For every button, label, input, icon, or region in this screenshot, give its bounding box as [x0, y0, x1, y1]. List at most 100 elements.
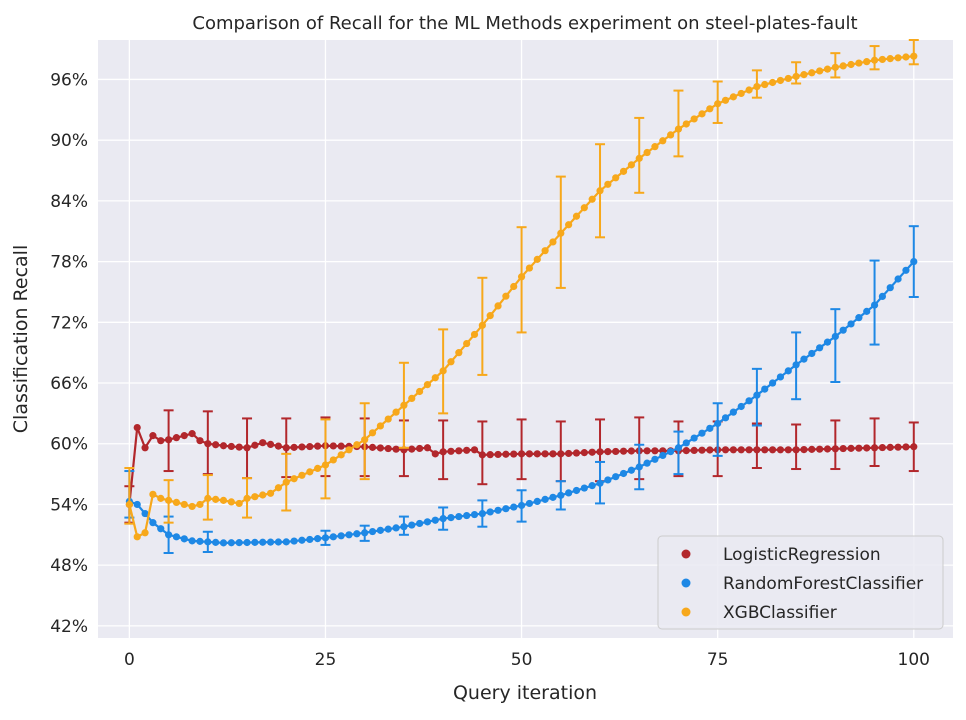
legend-label: XGBClassifier [723, 603, 837, 623]
data-point [627, 447, 635, 455]
data-point [729, 408, 737, 416]
data-point [478, 509, 486, 518]
data-point [667, 131, 675, 139]
data-point [612, 447, 620, 456]
legend-item: XGBClassifier [681, 603, 837, 623]
data-point [816, 344, 824, 352]
data-point [243, 538, 251, 547]
data-point [604, 448, 612, 456]
data-point [470, 446, 479, 454]
data-point [423, 518, 432, 526]
data-point [831, 332, 839, 341]
data-point [776, 76, 785, 85]
data-point [408, 445, 416, 453]
data-point [251, 441, 259, 449]
data-point [141, 529, 149, 537]
data-point [572, 449, 581, 457]
y-tick-label: 60% [50, 435, 88, 455]
data-point [855, 314, 863, 322]
data-point [714, 419, 722, 428]
data-point [706, 424, 714, 432]
data-point [447, 447, 455, 455]
data-point [902, 53, 910, 61]
data-point [180, 535, 188, 543]
error-bar [320, 418, 331, 500]
data-point [753, 446, 761, 454]
data-point [455, 447, 463, 455]
data-point [329, 456, 337, 464]
data-point [502, 505, 510, 513]
data-point [690, 446, 698, 454]
data-point [525, 450, 534, 458]
data-point [572, 212, 581, 220]
data-point [298, 536, 306, 544]
data-point [306, 468, 314, 476]
data-point [188, 502, 196, 511]
data-point [149, 432, 157, 440]
data-point [204, 494, 212, 502]
data-point [674, 444, 683, 452]
data-point [204, 538, 212, 546]
data-point [235, 539, 243, 547]
data-point [745, 397, 753, 405]
data-point [235, 443, 243, 451]
data-point [510, 503, 518, 511]
data-point [635, 463, 643, 471]
data-point [878, 443, 887, 452]
data-point [298, 471, 306, 479]
data-point [792, 72, 800, 81]
legend-box [657, 535, 944, 630]
y-tick-label: 48% [50, 556, 88, 576]
data-point [745, 446, 753, 454]
data-point [416, 387, 424, 396]
data-point [753, 391, 761, 399]
data-point [651, 143, 659, 151]
data-point [565, 449, 573, 458]
data-point [839, 326, 847, 334]
data-point [643, 459, 651, 467]
data-point [133, 423, 141, 432]
data-point [345, 446, 353, 454]
data-point [274, 442, 283, 450]
data-point [463, 511, 471, 520]
data-point [196, 537, 204, 545]
data-point [180, 432, 188, 440]
data-point [188, 430, 196, 438]
data-point [847, 320, 855, 328]
data-point [643, 447, 651, 455]
data-point [682, 120, 690, 128]
data-point [384, 444, 392, 453]
data-point [259, 439, 267, 447]
data-point [400, 401, 408, 409]
data-point [157, 525, 165, 533]
data-point [612, 174, 620, 182]
data-point [321, 534, 330, 542]
legend-marker [681, 607, 691, 617]
x-axis-label: Query iteration [453, 682, 597, 704]
legend-marker [681, 549, 691, 559]
data-point [266, 538, 275, 546]
data-point [768, 78, 777, 87]
data-point [682, 439, 690, 447]
data-point [651, 455, 659, 463]
data-point [282, 444, 290, 452]
data-point [910, 257, 918, 266]
data-point [800, 71, 808, 79]
data-point [149, 490, 157, 498]
data-point [329, 442, 337, 450]
data-point [212, 538, 220, 546]
data-point [470, 330, 479, 339]
data-point [133, 500, 141, 509]
data-point [541, 247, 549, 255]
data-point [502, 450, 510, 458]
data-point [141, 509, 149, 518]
data-point [172, 434, 181, 442]
data-point [219, 442, 228, 450]
data-point [196, 437, 204, 445]
data-point [274, 484, 283, 492]
data-point [910, 52, 918, 60]
data-point [353, 530, 361, 538]
data-point [659, 137, 667, 145]
data-point [816, 445, 824, 453]
data-point [768, 446, 777, 454]
